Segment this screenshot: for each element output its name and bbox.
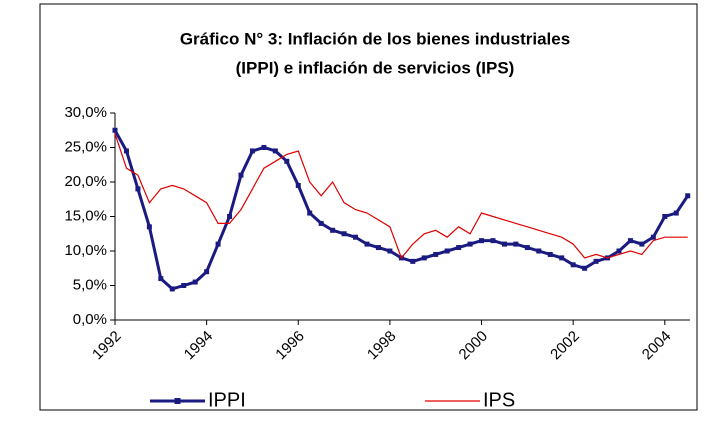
series-marker [227, 214, 233, 219]
series-marker [536, 248, 542, 254]
series-marker [146, 224, 152, 230]
series-marker [479, 238, 485, 244]
series-marker [330, 227, 336, 233]
series-marker [181, 283, 187, 288]
series-marker [547, 251, 553, 257]
series-marker [582, 265, 588, 271]
series-marker [135, 186, 141, 192]
series-marker [433, 251, 439, 257]
series-marker [318, 220, 324, 226]
series-marker [662, 214, 668, 219]
series-marker [685, 193, 691, 199]
series-marker [215, 241, 221, 247]
series-marker [673, 210, 679, 216]
series-marker [353, 234, 359, 240]
series-marker [375, 245, 381, 251]
y-tick-label: 5,0% [73, 276, 107, 293]
series-marker [364, 241, 370, 247]
y-tick-label: 15,0% [64, 207, 107, 224]
y-tick-label: 0,0% [73, 311, 107, 328]
series-line [114, 133, 688, 260]
series-marker [421, 255, 427, 261]
series-marker [627, 238, 633, 244]
series-marker [501, 241, 507, 247]
series-marker [158, 276, 164, 282]
series-marker [444, 248, 450, 254]
series-marker [295, 182, 301, 188]
series-marker [169, 286, 175, 292]
series-marker [387, 248, 393, 254]
series-marker [570, 262, 576, 268]
y-tick-label: 30,0% [64, 104, 107, 121]
series-marker [112, 127, 118, 133]
series-marker [272, 148, 278, 154]
series-marker [650, 234, 656, 240]
series-marker [204, 269, 210, 275]
series-marker [639, 241, 645, 247]
series-marker [284, 158, 290, 164]
series-marker [238, 172, 244, 178]
y-tick-label: 25,0% [64, 138, 107, 155]
series-marker [307, 210, 313, 216]
y-tick-label: 10,0% [64, 242, 107, 259]
legend-label: IPS [483, 389, 515, 411]
chart-frame [39, 3, 698, 411]
series-marker [490, 238, 496, 244]
series-marker [513, 241, 519, 247]
series-marker [524, 245, 530, 251]
series-marker [249, 148, 255, 154]
series-marker [559, 255, 565, 261]
chart-subtitle: (IPPI) e inflación de servicios (IPS) [236, 58, 515, 77]
series-marker [123, 148, 129, 154]
legend-label: IPPI [208, 389, 246, 411]
series-marker [593, 258, 599, 264]
series-marker [616, 248, 622, 254]
series-marker [192, 279, 198, 285]
series-marker [410, 258, 416, 264]
series-marker [467, 241, 473, 247]
series-marker [341, 231, 347, 237]
series-marker [261, 145, 267, 150]
series-marker [456, 245, 462, 251]
legend-marker [174, 398, 181, 404]
y-tick-label: 20,0% [64, 173, 107, 190]
chart-title: Gráfico N° 3: Inflación de los bienes in… [180, 29, 570, 48]
